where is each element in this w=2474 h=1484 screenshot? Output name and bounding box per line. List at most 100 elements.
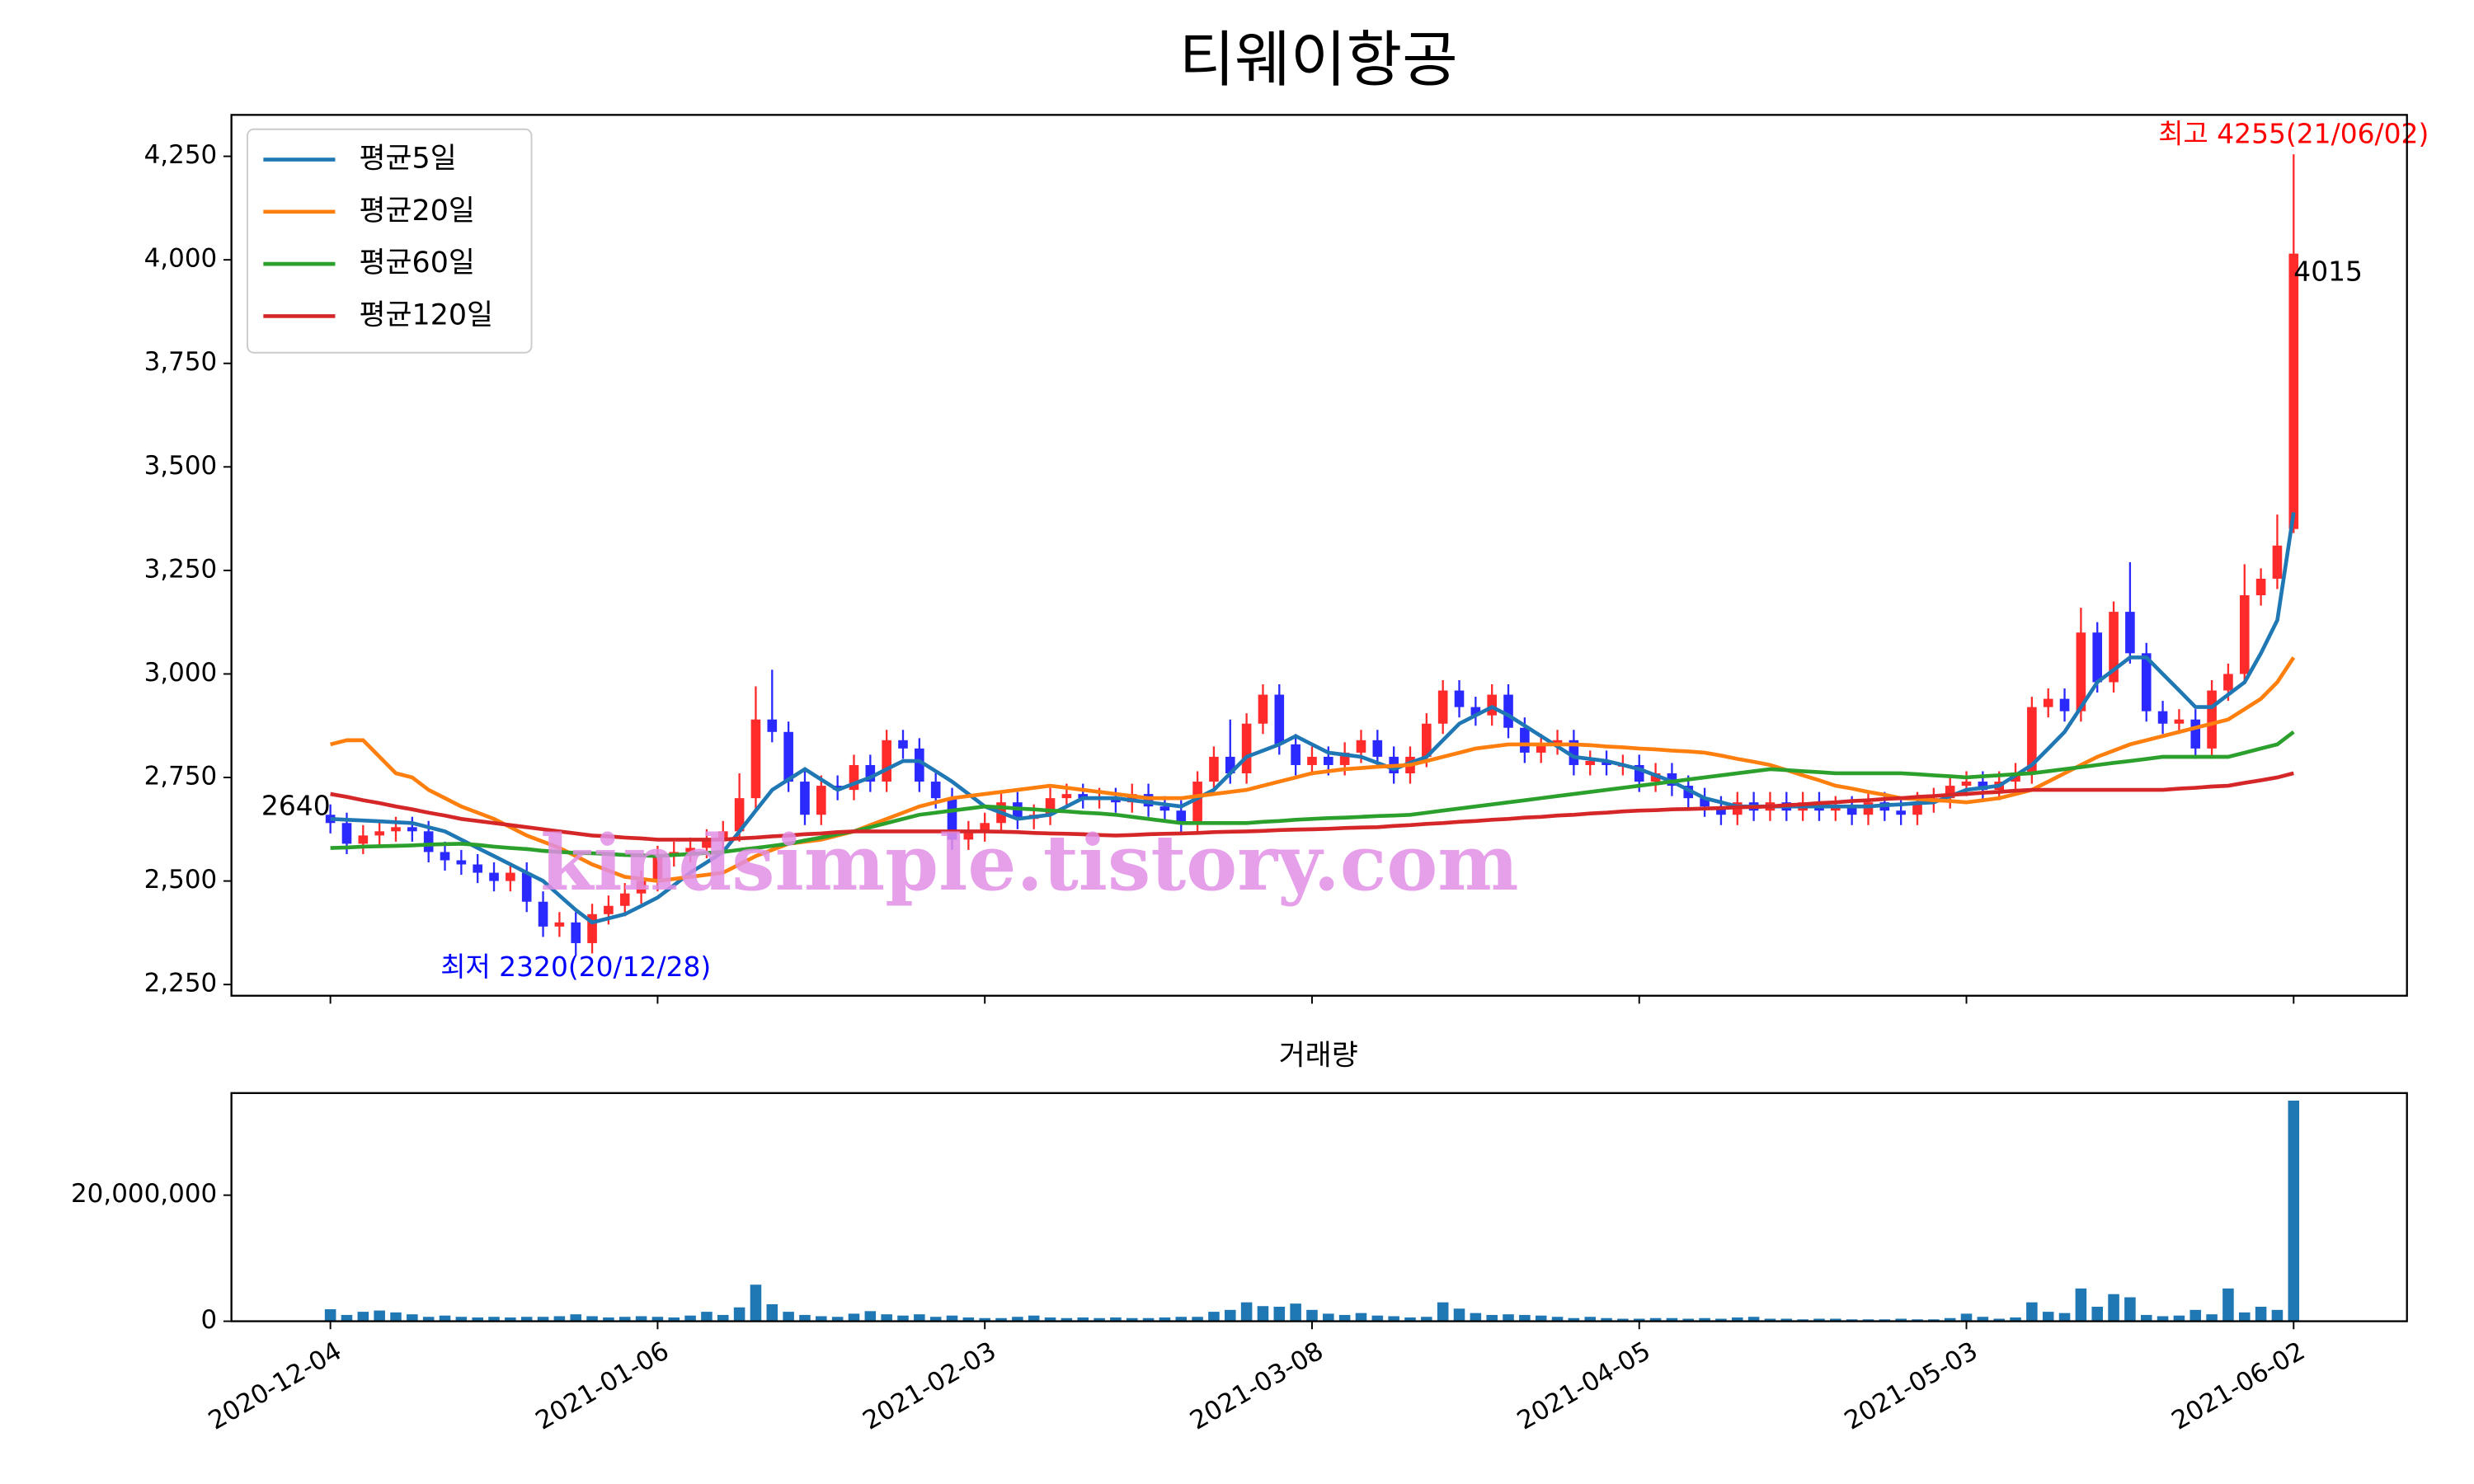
volume-bar [553, 1316, 566, 1322]
volume-bar [618, 1317, 631, 1322]
candle-body [2223, 674, 2233, 691]
volume-bar [864, 1311, 877, 1322]
volume-bar [1601, 1317, 1612, 1322]
y-tick-label: 2,250 [144, 969, 218, 998]
volume-bar [374, 1310, 385, 1322]
candle-body [750, 719, 761, 799]
volume-bar [1012, 1317, 1023, 1322]
price-plot: 2,250 2,500 2,750 3,000 3,250 3,500 3,750 4,000… [144, 117, 2429, 1004]
candle-body [1291, 744, 1300, 765]
volume-bar [1633, 1318, 1645, 1322]
candle-body [1470, 707, 1481, 716]
volume-bar [439, 1315, 451, 1322]
candle-body [1585, 760, 1596, 765]
candle-body [456, 860, 467, 865]
annotation: 4015 [2293, 255, 2363, 287]
ma-line [330, 771, 2294, 842]
candle-body [1143, 794, 1154, 807]
volume-bar [603, 1317, 614, 1322]
volume-bar [1617, 1318, 1629, 1322]
volume-bar [848, 1313, 860, 1322]
volume-bar [422, 1317, 435, 1322]
volume-bar [1780, 1318, 1793, 1322]
candle-body [1176, 810, 1187, 824]
candle-body [1863, 802, 1874, 815]
volume-bar [1208, 1312, 1220, 1322]
volume-bar [2288, 1100, 2300, 1322]
volume-bar [2255, 1306, 2267, 1322]
candle-body [2174, 719, 2185, 724]
volume-bar [1666, 1317, 1678, 1322]
volume-bar [635, 1316, 647, 1322]
candle-body [2207, 690, 2217, 749]
candle-body [1846, 806, 1857, 815]
volume-bar [2026, 1302, 2038, 1322]
candle-body [1258, 694, 1268, 724]
volume-bar [1240, 1302, 1253, 1322]
ma-line [330, 512, 2296, 925]
watermark: kindsimple.tistory.com [540, 818, 1518, 908]
candle-body [1945, 786, 1955, 799]
volume-bar [1830, 1318, 1841, 1322]
volume-bar [324, 1309, 336, 1322]
volume-bar [520, 1317, 533, 1322]
volume-bar [2075, 1288, 2087, 1322]
volume-bar [1338, 1314, 1351, 1322]
candle-body [1650, 773, 1661, 782]
candle-body [538, 901, 548, 927]
volume-bar [1355, 1313, 1367, 1322]
volume-bar [962, 1317, 975, 1322]
candle-body [652, 856, 663, 881]
candle-body [2190, 719, 2201, 749]
volume-bar [390, 1312, 402, 1322]
candle-body [1634, 764, 1644, 782]
candle-body [1437, 690, 1448, 724]
volume-bar [2108, 1294, 2119, 1322]
candle-body [1372, 740, 1383, 757]
candle-body [325, 815, 336, 824]
volume-bar [1977, 1317, 1989, 1322]
volume-bar [357, 1312, 369, 1322]
volume-bar [1486, 1314, 1498, 1322]
candle-body [391, 827, 401, 832]
volume-bar [1094, 1317, 1105, 1322]
volume-bar [1437, 1302, 1449, 1322]
candle-body [1192, 782, 1202, 824]
volume-bar [472, 1317, 483, 1322]
volume-bar [1895, 1318, 1907, 1322]
volume-bar [684, 1315, 696, 1322]
candle-body [1602, 760, 1611, 765]
volume-bar [1110, 1317, 1122, 1322]
candle-body [1356, 740, 1366, 753]
candle-body [1978, 782, 1988, 791]
volume-bar [2058, 1313, 2071, 1322]
candle-body [800, 782, 810, 815]
annotation: 2640 [261, 789, 331, 821]
candle-body [2109, 612, 2119, 683]
volume-bar [1192, 1317, 1203, 1322]
candle-body [440, 852, 450, 861]
candle-body [1209, 756, 1219, 782]
candle-body [489, 872, 499, 881]
candle-body [1961, 782, 1972, 787]
candle-body [1716, 806, 1726, 815]
candle-body [1225, 756, 1235, 774]
volume-bar [766, 1303, 778, 1322]
candle-body [2043, 698, 2053, 707]
candle-body [1045, 798, 1056, 815]
candle-body [1078, 794, 1089, 799]
volume-bar [1944, 1317, 1956, 1322]
candle-body [1241, 723, 1252, 774]
legend-label: 평균120일 [359, 298, 493, 331]
y-tick-label: 2,500 [144, 865, 218, 895]
annotation: 최고 4255(21/06/02) [2158, 117, 2429, 149]
volume-title: 거래량 [1279, 1039, 1358, 1072]
candle-body [1896, 810, 1906, 815]
candle-body [898, 740, 908, 749]
volume-bar [816, 1316, 827, 1322]
candle-body [473, 864, 482, 873]
candle-body [506, 872, 515, 881]
volume-bar [1306, 1309, 1318, 1322]
